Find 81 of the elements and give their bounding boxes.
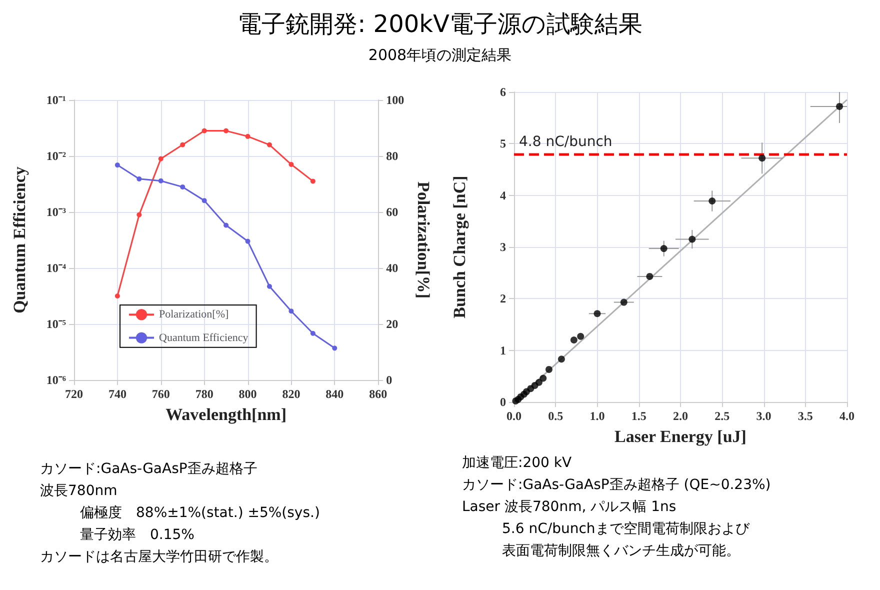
y2-tick-label: 80 — [386, 149, 398, 163]
y-tick-label: 2 — [500, 292, 506, 306]
point — [688, 236, 696, 243]
text: カソード:GaAs-GaAsP歪み超格子 (QE~0.23%) — [462, 476, 771, 495]
y-axis-title: Bunch Charge [nC] — [450, 176, 469, 318]
x-axis-title: Wavelength[nm] — [166, 405, 286, 424]
point — [224, 222, 229, 228]
x-tick-label: 800 — [238, 387, 257, 401]
point — [535, 378, 542, 386]
x-tick-label: 4.0 — [840, 409, 854, 423]
point — [245, 238, 250, 244]
x-tick-label: 1.0 — [590, 409, 605, 423]
y-tick-label: 0 — [500, 395, 506, 409]
text: 表面電荷制限無くバンチ生成が可能。 — [501, 542, 741, 561]
text: 波長780nm — [40, 482, 118, 501]
point — [310, 330, 316, 336]
text: 電子銃開発: 200kV電子源の試験結果 — [236, 9, 644, 40]
ref-line-label: 4.8 nC/bunch — [519, 134, 612, 150]
text: 量子効率 0.15% — [79, 526, 196, 545]
y-tick-label: 10⁻⁶ — [46, 373, 66, 387]
point — [180, 184, 186, 190]
x-tick-label: 820 — [282, 387, 300, 401]
y-tick-label: 10⁻² — [46, 149, 66, 163]
x-axis-title: Laser Energy [uJ] — [614, 427, 746, 446]
legend-label: Quantum Efficiency — [159, 332, 249, 344]
point — [646, 272, 654, 280]
y-tick-label: 10⁻³ — [46, 205, 66, 219]
point — [332, 346, 338, 351]
point — [570, 336, 578, 344]
x-tick-label: 1.5 — [631, 409, 646, 423]
x-tick-label: 740 — [108, 387, 126, 401]
x-tick-label: 840 — [326, 387, 344, 401]
point — [267, 284, 272, 289]
point — [288, 308, 294, 314]
y-tick-label: 10⁻⁵ — [46, 317, 66, 331]
y2-tick-label: 100 — [386, 93, 404, 107]
point — [114, 162, 120, 168]
point — [758, 154, 766, 162]
text: 加速電圧:200 kV — [462, 454, 573, 473]
x-tick-label: 780 — [195, 387, 214, 401]
point — [594, 310, 601, 318]
point — [558, 356, 565, 363]
point — [545, 366, 552, 373]
point — [202, 198, 207, 204]
y-tick-label: 5 — [500, 136, 506, 151]
y-tick-label: 6 — [500, 85, 506, 99]
y-tick-label: 1 — [500, 343, 506, 358]
point — [708, 198, 716, 205]
x-tick-label: 0.5 — [548, 409, 564, 423]
y2-tick-label: 40 — [386, 261, 398, 275]
text: カソードは名古屋大学竹田研で作製。 — [40, 548, 279, 567]
x-tick-label: 2.0 — [673, 409, 688, 423]
x-tick-label: 2.5 — [714, 409, 730, 423]
point — [158, 178, 164, 184]
point — [540, 374, 547, 382]
x-tick-label: 0.0 — [506, 409, 522, 423]
y2-tick-label: 0 — [386, 373, 392, 387]
y-tick-label: 4 — [500, 188, 506, 202]
point — [136, 176, 142, 182]
x-tick-label: 720 — [65, 387, 83, 401]
y2-tick-label: 20 — [386, 317, 398, 331]
text: 偏極度 88%±1%(stat.) ±5%(sys.) — [79, 504, 320, 523]
y2-tick-label: 60 — [386, 205, 398, 219]
text: 5.6 nC/bunchまで空間電荷制限および — [501, 520, 751, 539]
y-tick-label: 3 — [500, 240, 506, 254]
legend-label: Polarization[%] — [159, 308, 229, 321]
x-tick-label: 860 — [369, 387, 388, 401]
x-tick-label: 760 — [152, 387, 170, 401]
x-tick-label: 3.0 — [756, 409, 772, 423]
text: 2008年頃の測定結果 — [367, 46, 513, 65]
text: Laser 波長780nm, パルス幅 1ns — [462, 498, 678, 517]
point — [660, 245, 668, 252]
y-tick-label: 10⁻⁴ — [46, 261, 66, 275]
y-tick-label: 10⁻¹ — [46, 93, 66, 107]
text: カソード:GaAs-GaAsP歪み超格子 — [40, 460, 258, 479]
point — [620, 298, 628, 306]
point — [577, 332, 584, 340]
y-axis-title: Quantum Efficiency — [10, 166, 29, 314]
y2-axis-title: Polarization[%] — [414, 181, 433, 299]
point — [836, 102, 844, 110]
x-tick-label: 3.5 — [798, 409, 813, 423]
